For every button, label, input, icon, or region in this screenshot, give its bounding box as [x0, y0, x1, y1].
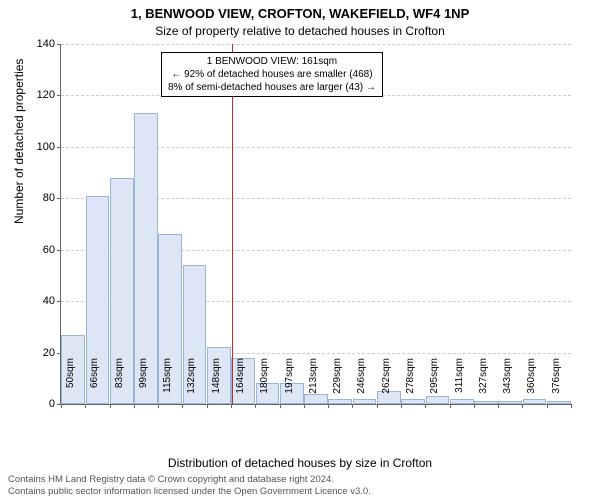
xtick-mark — [158, 404, 159, 408]
xtick-label: 164sqm — [235, 358, 246, 408]
ytick-label: 0 — [25, 398, 55, 410]
xtick-label: 262sqm — [381, 358, 392, 408]
footer-attribution: Contains HM Land Registry data © Crown c… — [8, 474, 371, 498]
chart-title-main: 1, BENWOOD VIEW, CROFTON, WAKEFIELD, WF4… — [0, 6, 600, 21]
xtick-label: 180sqm — [259, 358, 270, 408]
xtick-mark — [498, 404, 499, 408]
ytick-mark — [57, 147, 61, 148]
xtick-mark — [401, 404, 402, 408]
ytick-label: 60 — [25, 244, 55, 256]
xtick-label: 213sqm — [308, 358, 319, 408]
footer-line-2: Contains public sector information licen… — [8, 486, 371, 498]
xtick-label: 83sqm — [114, 358, 125, 408]
xtick-label: 132sqm — [186, 358, 197, 408]
xtick-mark — [85, 404, 86, 408]
chart-area: 02040608010012014050sqm66sqm83sqm99sqm11… — [60, 44, 570, 404]
ytick-mark — [57, 250, 61, 251]
xtick-label: 99sqm — [138, 358, 149, 408]
annotation-box: 1 BENWOOD VIEW: 161sqm← 92% of detached … — [161, 52, 383, 97]
xtick-mark — [304, 404, 305, 408]
xtick-mark — [207, 404, 208, 408]
xtick-mark — [255, 404, 256, 408]
xtick-mark — [280, 404, 281, 408]
ytick-label: 140 — [25, 38, 55, 50]
reference-line — [232, 44, 233, 404]
xtick-label: 376sqm — [551, 358, 562, 408]
xtick-mark — [547, 404, 548, 408]
xtick-label: 360sqm — [526, 358, 537, 408]
ytick-mark — [57, 301, 61, 302]
xtick-label: 229sqm — [332, 358, 343, 408]
xtick-mark — [110, 404, 111, 408]
chart-container: 1, BENWOOD VIEW, CROFTON, WAKEFIELD, WF4… — [0, 0, 600, 500]
xtick-mark — [182, 404, 183, 408]
xtick-mark — [61, 404, 62, 408]
xtick-mark — [352, 404, 353, 408]
xtick-label: 66sqm — [89, 358, 100, 408]
xtick-mark — [571, 404, 572, 408]
ytick-label: 120 — [25, 89, 55, 101]
ytick-label: 20 — [25, 347, 55, 359]
xtick-label: 197sqm — [284, 358, 295, 408]
xtick-mark — [425, 404, 426, 408]
ytick-mark — [57, 198, 61, 199]
xtick-label: 278sqm — [405, 358, 416, 408]
ytick-label: 40 — [25, 295, 55, 307]
x-axis-label: Distribution of detached houses by size … — [0, 456, 600, 470]
ytick-mark — [57, 95, 61, 96]
xtick-mark — [522, 404, 523, 408]
footer-line-1: Contains HM Land Registry data © Crown c… — [8, 474, 371, 486]
xtick-label: 50sqm — [65, 358, 76, 408]
xtick-label: 343sqm — [502, 358, 513, 408]
xtick-mark — [450, 404, 451, 408]
annotation-line: 1 BENWOOD VIEW: 161sqm — [168, 55, 376, 68]
xtick-mark — [231, 404, 232, 408]
xtick-label: 148sqm — [211, 358, 222, 408]
xtick-label: 115sqm — [162, 358, 173, 408]
annotation-line: ← 92% of detached houses are smaller (46… — [168, 68, 376, 81]
ytick-mark — [57, 44, 61, 45]
xtick-label: 246sqm — [356, 358, 367, 408]
xtick-label: 327sqm — [478, 358, 489, 408]
y-axis-label: Number of detached properties — [12, 59, 26, 224]
ytick-label: 100 — [25, 141, 55, 153]
xtick-label: 295sqm — [429, 358, 440, 408]
grid-line — [61, 44, 571, 45]
ytick-label: 80 — [25, 192, 55, 204]
xtick-mark — [134, 404, 135, 408]
annotation-line: 8% of semi-detached houses are larger (4… — [168, 81, 376, 94]
xtick-mark — [474, 404, 475, 408]
plot-region: 02040608010012014050sqm66sqm83sqm99sqm11… — [60, 44, 571, 405]
chart-title-sub: Size of property relative to detached ho… — [0, 24, 600, 38]
xtick-label: 311sqm — [454, 358, 465, 408]
xtick-mark — [328, 404, 329, 408]
xtick-mark — [377, 404, 378, 408]
